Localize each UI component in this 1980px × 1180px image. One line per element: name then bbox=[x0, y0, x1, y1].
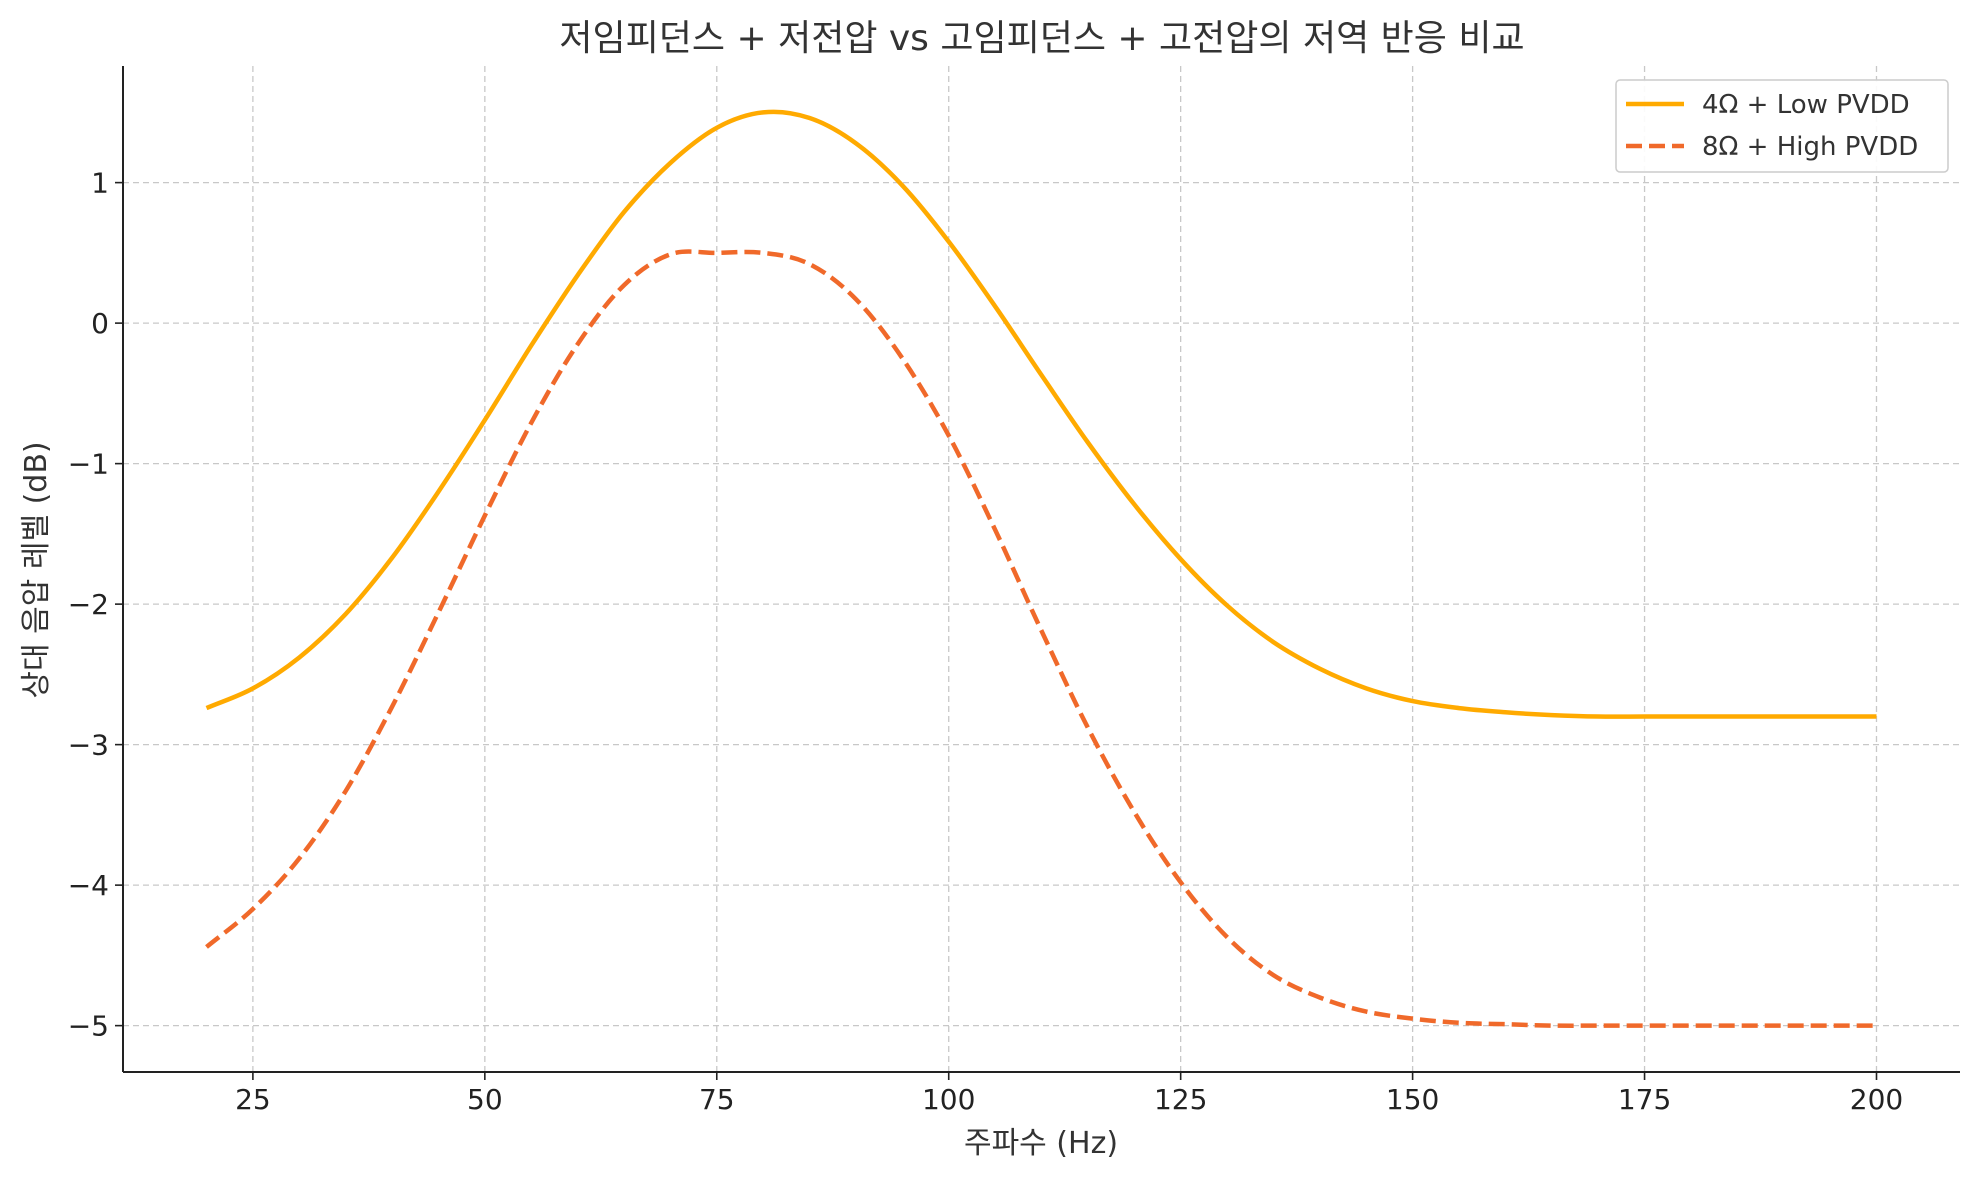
y-tick-label: −4 bbox=[68, 869, 109, 902]
x-tick-label: 50 bbox=[467, 1083, 503, 1116]
series-line-2 bbox=[205, 249, 1877, 1028]
x-tick-label: 150 bbox=[1386, 1083, 1439, 1116]
x-axis-label: 주파수 (Hz) bbox=[964, 1126, 1118, 1161]
x-axis-ticks: 25 50 75 100 125 150 175 200 bbox=[235, 1072, 1903, 1116]
series-line-1 bbox=[205, 109, 1877, 719]
x-tick-label: 125 bbox=[1154, 1083, 1207, 1116]
x-tick-label: 175 bbox=[1618, 1083, 1671, 1116]
y-tick-label: 0 bbox=[91, 307, 109, 340]
legend-label-2: 8Ω + High PVDD bbox=[1702, 132, 1918, 162]
y-axis-label: 상대 음압 레벨 (dB) bbox=[19, 441, 54, 698]
series-layer bbox=[205, 109, 1877, 1028]
y-tick-label: 1 bbox=[91, 167, 109, 200]
x-tick-label: 200 bbox=[1850, 1083, 1903, 1116]
x-tick-label: 75 bbox=[699, 1083, 735, 1116]
chart-title: 저임피던스 + 저전압 vs 고임피던스 + 고전압의 저역 반응 비교 bbox=[559, 18, 1524, 59]
y-tick-label: −5 bbox=[68, 1010, 109, 1043]
grid bbox=[123, 66, 1960, 1072]
legend: 4Ω + Low PVDD 8Ω + High PVDD bbox=[1615, 79, 1949, 173]
legend-label-1: 4Ω + Low PVDD bbox=[1702, 90, 1910, 120]
y-tick-label: −3 bbox=[68, 729, 109, 762]
y-tick-label: −1 bbox=[68, 448, 109, 481]
y-tick-label: −2 bbox=[68, 588, 109, 621]
y-axis-ticks: 1 0 −1 −2 −3 −4 −5 bbox=[68, 167, 123, 1043]
legend-box bbox=[1615, 79, 1949, 173]
x-tick-label: 100 bbox=[922, 1083, 975, 1116]
axes bbox=[122, 66, 1960, 1073]
x-tick-label: 25 bbox=[235, 1083, 271, 1116]
